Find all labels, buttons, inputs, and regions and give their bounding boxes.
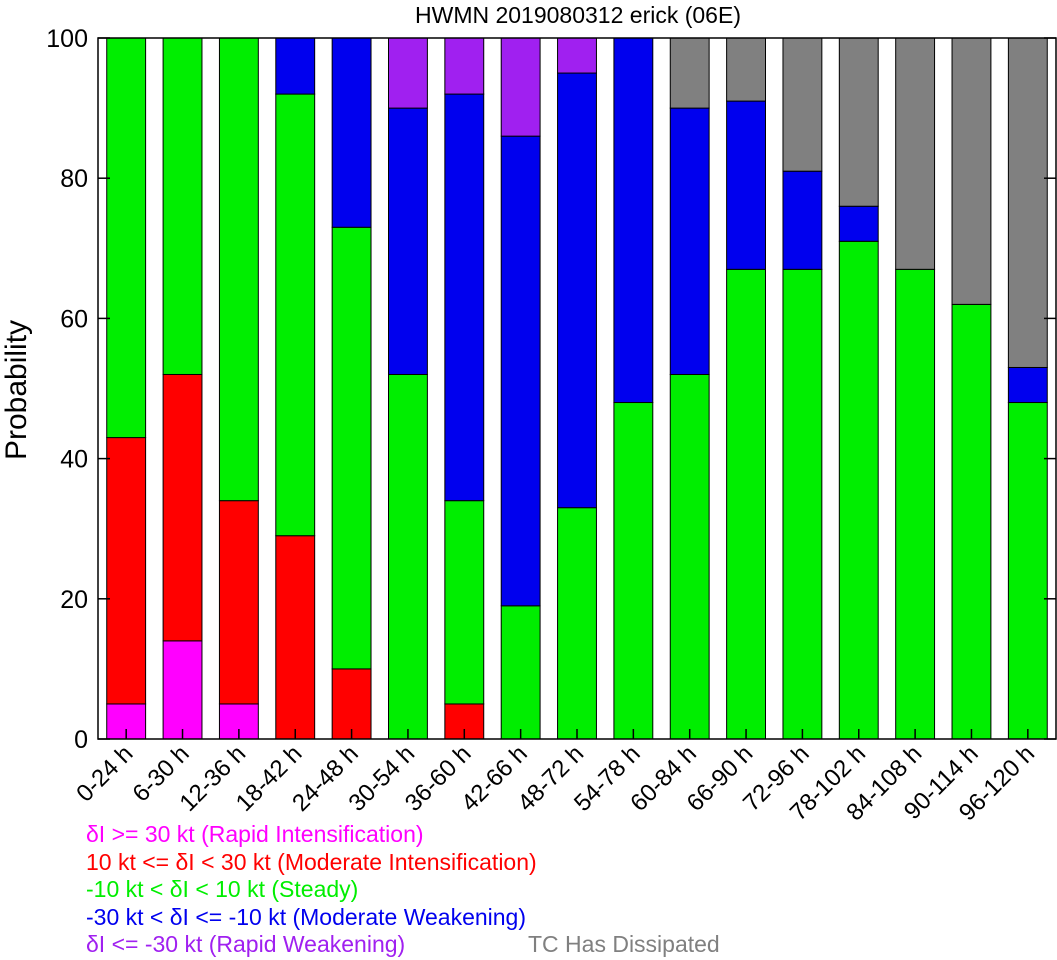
legend-entry: -30 kt < δI <= -10 kt (Moderate Weakenin…: [86, 903, 527, 930]
bar-segment-30-54h-s3: [388, 107, 428, 375]
bar-segment-54-78h-s2: [613, 402, 654, 740]
bar-segment-42-66h-s3: [500, 135, 541, 607]
bar-segment-84-108h-s5: [895, 37, 936, 270]
y-tick-label: 80: [60, 165, 88, 193]
bar-segment-24-48h-s1: [331, 668, 372, 740]
bar-segment-12-36h-s2: [218, 37, 259, 502]
bar-segment-42-66h-s4: [500, 37, 541, 137]
bar-segment-60-84h-s2: [669, 373, 710, 740]
y-tick-label: 60: [60, 305, 88, 333]
legend-entry: -10 kt < δI < 10 kt (Steady): [86, 876, 359, 902]
y-axis-label: Probability: [0, 320, 33, 460]
bar-segment-66-90h-s3: [726, 100, 766, 270]
bar-segment-30-54h-s2: [388, 373, 428, 740]
bar-segment-6-30h-s0: [162, 640, 203, 740]
bar-segment-96-120h-s3: [1007, 366, 1048, 404]
bar-segment-24-48h-s2: [331, 226, 372, 670]
bar-segment-72-96h-s3: [782, 170, 823, 270]
axes-group: [97, 37, 1057, 740]
y-tick-label: 20: [60, 586, 88, 614]
bar-segment-66-90h-s2: [726, 268, 766, 740]
bar-segment-78-102h-s5: [838, 37, 879, 207]
bar-segment-0-24h-s2: [106, 37, 147, 439]
bar-segment-60-84h-s5: [669, 37, 710, 109]
bar-segment-78-102h-s2: [838, 240, 879, 740]
chart-title: HWMN 2019080312 erick (06E): [415, 2, 741, 28]
bar-segment-36-60h-s2: [444, 500, 485, 705]
bars-group: [106, 37, 1048, 740]
legend-entry: TC Has Dissipated: [528, 931, 720, 957]
x-tick-labels: 0-24 h6-30 h12-36 h18-42 h24-48 h30-54 h…: [71, 740, 1040, 826]
legend-entry: 10 kt <= δI < 30 kt (Moderate Intensific…: [86, 848, 537, 875]
bar-segment-18-42h-s3: [275, 37, 316, 95]
bar-segment-78-102h-s3: [838, 205, 879, 242]
bar-segment-72-96h-s5: [782, 37, 823, 172]
bar-segment-84-108h-s2: [895, 268, 936, 740]
bar-segment-42-66h-s2: [500, 605, 541, 740]
legend-entry: δI <= -30 kt (Rapid Weakening): [86, 931, 406, 957]
bar-segment-90-114h-s5: [951, 37, 992, 305]
bar-segment-36-60h-s4: [444, 37, 485, 95]
y-tick-label: 40: [60, 446, 88, 474]
y-tick-label: 100: [46, 25, 88, 53]
bar-segment-30-54h-s4: [388, 37, 428, 109]
bar-segment-60-84h-s3: [669, 107, 710, 375]
bar-segment-66-90h-s5: [726, 37, 766, 102]
bar-segment-18-42h-s1: [275, 535, 316, 740]
y-tick-label: 0: [74, 726, 88, 754]
bar-segment-24-48h-s3: [331, 37, 372, 228]
bar-segment-54-78h-s3: [613, 37, 654, 404]
y-tick-labels: 0 20 40 60 80 100: [46, 25, 88, 754]
bar-segment-90-114h-s2: [951, 303, 992, 740]
bar-segment-48-72h-s4: [557, 37, 597, 74]
bar-segment-48-72h-s2: [557, 507, 597, 740]
bar-segment-36-60h-s3: [444, 93, 485, 502]
bar-segment-0-24h-s1: [106, 437, 147, 705]
bar-segment-18-42h-s2: [275, 93, 316, 537]
bar-segment-72-96h-s2: [782, 268, 823, 740]
legend-entry: δI >= 30 kt (Rapid Intensification): [86, 821, 424, 847]
bar-segment-6-30h-s2: [162, 37, 203, 375]
bar-segment-48-72h-s3: [557, 72, 597, 509]
bar-segment-6-30h-s1: [162, 373, 203, 642]
bar-segment-96-120h-s5: [1007, 37, 1048, 368]
bar-segment-12-36h-s1: [218, 500, 259, 705]
bar-segment-96-120h-s2: [1007, 402, 1048, 740]
